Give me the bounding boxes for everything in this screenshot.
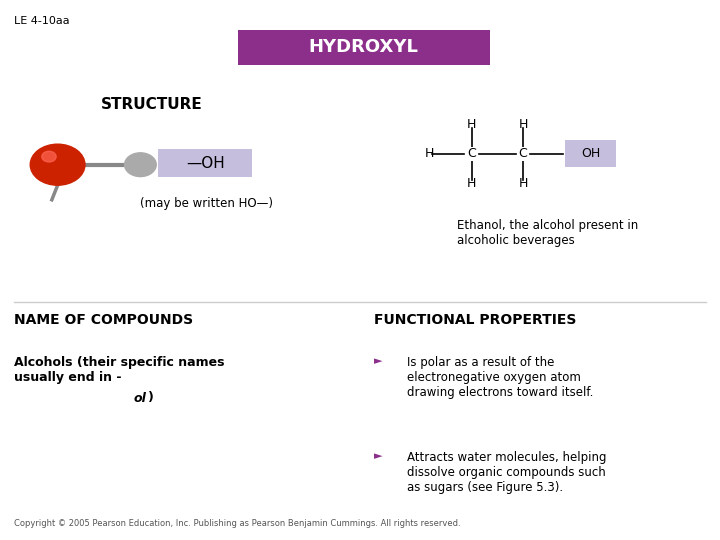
Circle shape [42, 151, 56, 162]
Text: ): ) [148, 392, 153, 404]
FancyBboxPatch shape [158, 149, 252, 177]
FancyBboxPatch shape [238, 30, 490, 65]
Text: LE 4-10aa: LE 4-10aa [14, 16, 70, 26]
Text: ol: ol [133, 392, 146, 404]
Text: H: H [467, 118, 477, 131]
Text: Is polar as a result of the
electronegative oxygen atom
drawing electrons toward: Is polar as a result of the electronegat… [407, 356, 593, 400]
Text: Attracts water molecules, helping
dissolve organic compounds such
as sugars (see: Attracts water molecules, helping dissol… [407, 451, 606, 494]
Text: NAME OF COMPOUNDS: NAME OF COMPOUNDS [14, 313, 194, 327]
Circle shape [30, 144, 85, 185]
Text: HYDROXYL: HYDROXYL [309, 38, 418, 56]
Text: OH: OH [581, 147, 600, 160]
Text: H: H [425, 147, 434, 160]
Circle shape [125, 153, 156, 177]
Text: ►: ► [374, 356, 383, 367]
Text: (may be written HO—): (may be written HO—) [140, 197, 274, 210]
Text: C: C [518, 147, 528, 160]
Text: Alcohols (their specific names
usually end in -: Alcohols (their specific names usually e… [14, 356, 225, 384]
FancyBboxPatch shape [565, 140, 616, 167]
Text: FUNCTIONAL PROPERTIES: FUNCTIONAL PROPERTIES [374, 313, 577, 327]
Text: —OH: —OH [186, 156, 225, 171]
Text: H: H [518, 177, 528, 190]
Text: H: H [518, 118, 528, 131]
Text: Copyright © 2005 Pearson Education, Inc. Publishing as Pearson Benjamin Cummings: Copyright © 2005 Pearson Education, Inc.… [14, 519, 461, 528]
Text: STRUCTURE: STRUCTURE [101, 97, 202, 112]
Text: ►: ► [374, 451, 383, 461]
Text: C: C [467, 147, 476, 160]
Text: H: H [467, 177, 477, 190]
Text: Ethanol, the alcohol present in
alcoholic beverages: Ethanol, the alcohol present in alcoholi… [457, 219, 639, 247]
